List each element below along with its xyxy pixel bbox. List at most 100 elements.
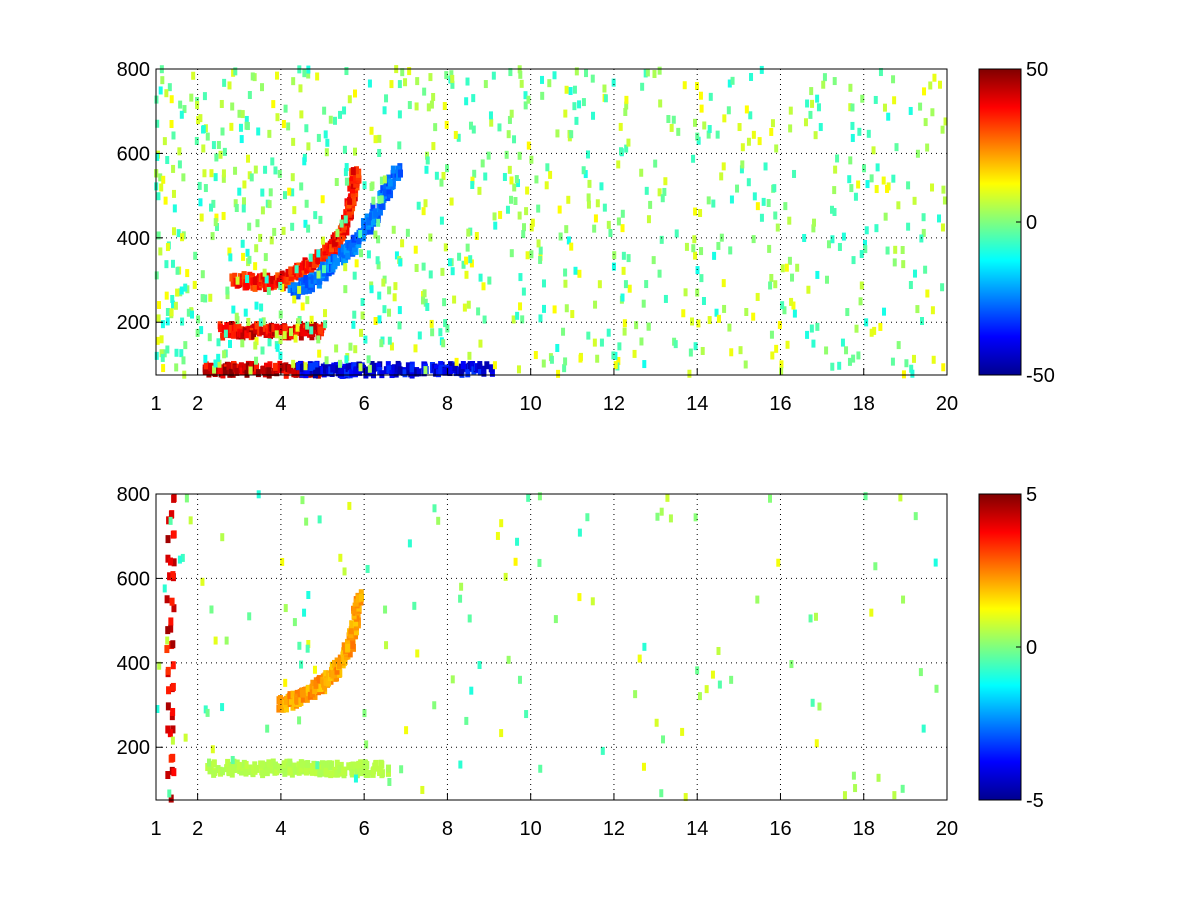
heatmap-cell-band <box>226 767 232 776</box>
heatmap-cell-trough <box>315 367 321 376</box>
heatmap-cell-background <box>921 724 926 733</box>
heatmap-cell-ridge <box>300 694 306 703</box>
heatmap-cell-background <box>439 216 444 225</box>
heatmap-cell-background <box>209 605 214 614</box>
heatmap-cell-band <box>340 766 346 775</box>
heatmap-cell-background <box>693 513 698 522</box>
heatmap-cell-background <box>871 146 876 155</box>
heatmap-cell-background <box>297 641 302 650</box>
heatmap-cell-background <box>857 127 862 136</box>
heatmap-cell-band <box>264 768 270 777</box>
heatmap-cell-band <box>282 324 288 333</box>
heatmap-cell-background <box>674 229 679 238</box>
heatmap-cell-background <box>471 94 476 103</box>
heatmap-cell-background <box>809 87 814 96</box>
heatmap-cell-background <box>445 324 450 333</box>
heatmap-cell-background <box>281 226 286 235</box>
heatmap-cell-background <box>743 360 748 369</box>
heatmap-cell-background <box>646 215 651 224</box>
heatmap-cell-background <box>175 266 180 275</box>
heatmap-cell-background <box>878 68 883 77</box>
heatmap-cell-background <box>429 100 434 109</box>
heatmap-cell-background <box>442 102 447 111</box>
heatmap-cell-background <box>832 77 837 86</box>
heatmap-cell-line <box>170 571 176 580</box>
heatmap-cell-ridge <box>353 173 359 182</box>
heatmap-cell-background <box>573 266 578 275</box>
heatmap-cell-trough <box>353 366 359 375</box>
heatmap-cell-background <box>850 121 855 130</box>
heatmap-cell-ridge <box>230 278 236 287</box>
heatmap-cell-background <box>854 324 859 333</box>
heatmap-cell-trough <box>345 364 351 373</box>
heatmap-cell-background <box>700 346 705 355</box>
heatmap-cell-background <box>317 349 322 358</box>
heatmap-cell-background <box>568 87 573 96</box>
heatmap-cell-ridge <box>325 251 331 260</box>
heatmap-cell-background <box>619 147 624 156</box>
heatmap-cell-background <box>297 716 302 725</box>
heatmap-cell-line <box>171 494 177 503</box>
heatmap-cell-background <box>382 305 387 314</box>
heatmap-cell-background <box>478 339 483 348</box>
heatmap-cell-band <box>255 369 261 378</box>
heatmap-cell-background <box>189 93 194 102</box>
heatmap-cell-ridge <box>318 683 324 692</box>
heatmap-cell-trough <box>402 369 408 378</box>
heatmap-cell-band <box>219 767 225 776</box>
heatmap-cell-background <box>359 249 364 258</box>
heatmap-cell-background <box>420 785 425 794</box>
heatmap-cell-background <box>802 234 807 243</box>
heatmap-cell-background <box>261 317 266 326</box>
heatmap-cell-background <box>297 285 302 294</box>
heatmap-cell-background <box>848 156 853 165</box>
heatmap-cell-ridge <box>238 277 244 286</box>
heatmap-cell-background <box>813 131 818 140</box>
heatmap-cell-background <box>365 564 370 573</box>
heatmap-cell-background <box>934 684 939 693</box>
heatmap-cell-background <box>162 584 167 593</box>
heatmap-cell-trough <box>385 361 391 370</box>
heatmap-cell-background <box>171 227 176 236</box>
heatmap-cell-background <box>280 283 285 292</box>
heatmap-cell-background <box>160 320 165 329</box>
heatmap-cell-background <box>277 169 282 178</box>
heatmap-cell-background <box>727 79 732 88</box>
heatmap-cell-ridge <box>331 238 337 247</box>
heatmap-cell-background <box>707 316 712 325</box>
heatmap-cell-background <box>422 289 427 298</box>
heatmap-cell-background <box>622 319 627 328</box>
heatmap-cell-background <box>347 501 352 510</box>
heatmap-cell-line <box>166 686 172 695</box>
heatmap-cell-background <box>300 302 305 311</box>
heatmap-cell-background <box>826 240 831 249</box>
heatmap-cell-background <box>640 82 645 91</box>
heatmap-cell-background <box>658 99 663 108</box>
heatmap-cell-background <box>721 279 726 288</box>
heatmap-cell-background <box>290 173 295 182</box>
heatmap-cell-background <box>759 213 764 222</box>
heatmap-cell-background <box>585 513 590 522</box>
heatmap-cell-background <box>199 213 204 222</box>
heatmap-cell-background <box>564 304 569 313</box>
heatmap-cell-background <box>538 764 543 773</box>
heatmap-cell-background <box>343 285 348 294</box>
heatmap-cell-background <box>699 104 704 113</box>
heatmap-cell-trough <box>323 273 329 282</box>
heatmap-cell-background <box>209 203 214 212</box>
heatmap-cell-background <box>487 276 492 285</box>
heatmap-cell-band <box>272 761 278 770</box>
heatmap-cell-background <box>863 492 868 501</box>
heatmap-cell-ridge <box>326 678 332 687</box>
x-tick-label: 1 <box>150 393 161 415</box>
heatmap-cell-background <box>450 74 455 83</box>
heatmap-cell-background <box>525 186 530 195</box>
heatmap-cell-trough <box>386 365 392 374</box>
heatmap-cell-background <box>901 370 906 379</box>
heatmap-cell-background <box>231 305 236 314</box>
heatmap-cell-ridge <box>347 196 353 205</box>
heatmap-cell-ridge <box>353 166 359 175</box>
heatmap-cell-ridge <box>316 675 322 684</box>
